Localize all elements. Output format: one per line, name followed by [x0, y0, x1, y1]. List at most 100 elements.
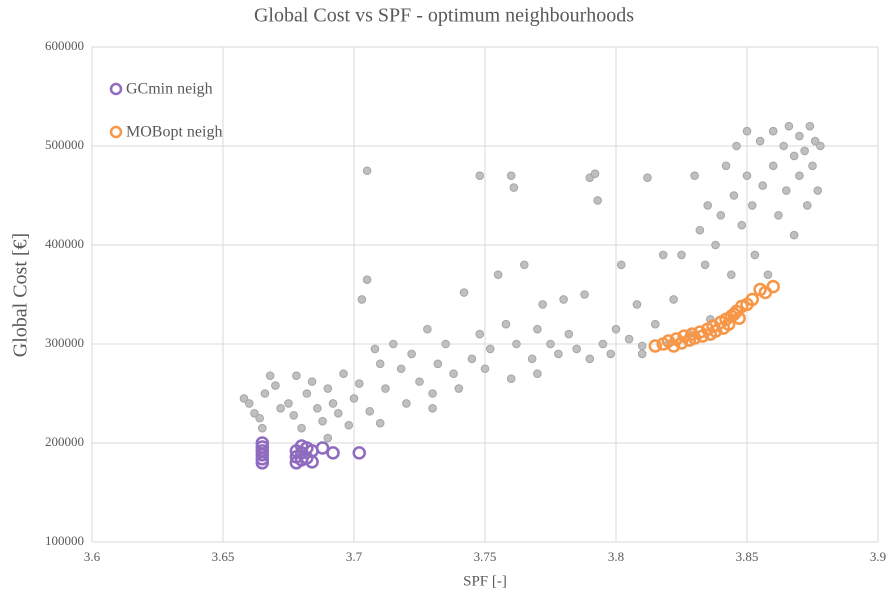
point — [745, 292, 759, 307]
point — [506, 171, 516, 180]
point — [339, 369, 348, 379]
point — [352, 446, 366, 460]
point — [493, 270, 503, 280]
x-tick-label: 3.85 — [736, 549, 759, 564]
point — [454, 384, 464, 393]
point — [480, 364, 490, 374]
point — [292, 371, 301, 380]
point — [302, 389, 312, 398]
point — [396, 364, 406, 374]
point — [313, 404, 322, 413]
point — [703, 201, 713, 210]
point — [732, 141, 741, 151]
y-tick-label: 600000 — [45, 38, 84, 53]
point — [768, 161, 778, 171]
point — [585, 354, 595, 364]
point — [658, 250, 668, 260]
point — [816, 141, 825, 151]
y-tick-label: 400000 — [45, 236, 84, 251]
point — [375, 418, 385, 428]
point — [643, 173, 652, 182]
point — [365, 407, 375, 416]
point — [520, 260, 529, 270]
point — [265, 371, 275, 380]
point — [533, 369, 542, 379]
y-tick-label: 100000 — [45, 533, 84, 548]
y-axis-title: Global Cost [€] — [10, 233, 32, 357]
point — [789, 151, 799, 161]
point — [546, 339, 555, 349]
point — [260, 389, 270, 398]
point — [307, 377, 317, 386]
point — [284, 399, 293, 408]
point — [318, 416, 327, 426]
point — [648, 339, 663, 353]
point — [467, 354, 477, 364]
point — [813, 186, 823, 195]
point — [572, 344, 582, 354]
x-tick-label: 3.65 — [212, 549, 235, 564]
point — [433, 359, 443, 369]
point — [315, 441, 330, 455]
legend-marker — [109, 125, 123, 139]
point — [674, 336, 689, 350]
chart-title: Global Cost vs SPF - optimum neighbourho… — [254, 5, 634, 27]
point — [598, 339, 608, 349]
point — [800, 146, 809, 156]
y-tick-label: 500000 — [45, 137, 84, 152]
point — [428, 389, 437, 398]
point — [349, 394, 359, 403]
point — [564, 329, 574, 339]
point — [485, 344, 495, 354]
point — [538, 300, 547, 309]
point — [449, 369, 458, 379]
point — [533, 324, 542, 334]
point — [677, 250, 686, 260]
point — [795, 131, 804, 141]
point — [721, 161, 731, 171]
point — [716, 211, 726, 220]
x-tick-label: 3.6 — [84, 549, 101, 564]
point — [768, 126, 778, 136]
point — [695, 225, 705, 235]
point — [255, 436, 270, 450]
legend-label: GCmin neigh — [126, 81, 213, 98]
point — [344, 420, 354, 430]
point — [763, 270, 773, 280]
point — [690, 171, 699, 180]
point — [747, 201, 757, 210]
point — [333, 409, 343, 418]
point — [328, 399, 338, 408]
point — [323, 384, 333, 393]
point — [758, 181, 768, 190]
point — [475, 329, 485, 339]
x-tick-label: 3.9 — [870, 549, 886, 564]
point — [726, 270, 736, 280]
point — [255, 444, 270, 458]
point — [357, 295, 367, 304]
point — [370, 344, 380, 354]
point — [755, 136, 765, 146]
point — [774, 211, 783, 220]
point — [475, 171, 485, 180]
point — [428, 404, 437, 413]
legend-marker — [109, 82, 123, 96]
point — [782, 186, 791, 195]
point — [501, 319, 511, 329]
x-tick-label: 3.8 — [608, 549, 624, 564]
point — [323, 433, 333, 443]
point — [407, 349, 416, 359]
point — [402, 399, 411, 408]
point — [779, 141, 788, 151]
point — [250, 409, 259, 418]
point — [415, 377, 424, 386]
point — [805, 121, 815, 131]
x-tick-label: 3.7 — [346, 549, 363, 564]
point — [808, 161, 817, 171]
point — [721, 317, 736, 331]
point — [276, 404, 285, 413]
point — [459, 288, 469, 297]
point — [750, 250, 760, 260]
point — [297, 423, 306, 433]
